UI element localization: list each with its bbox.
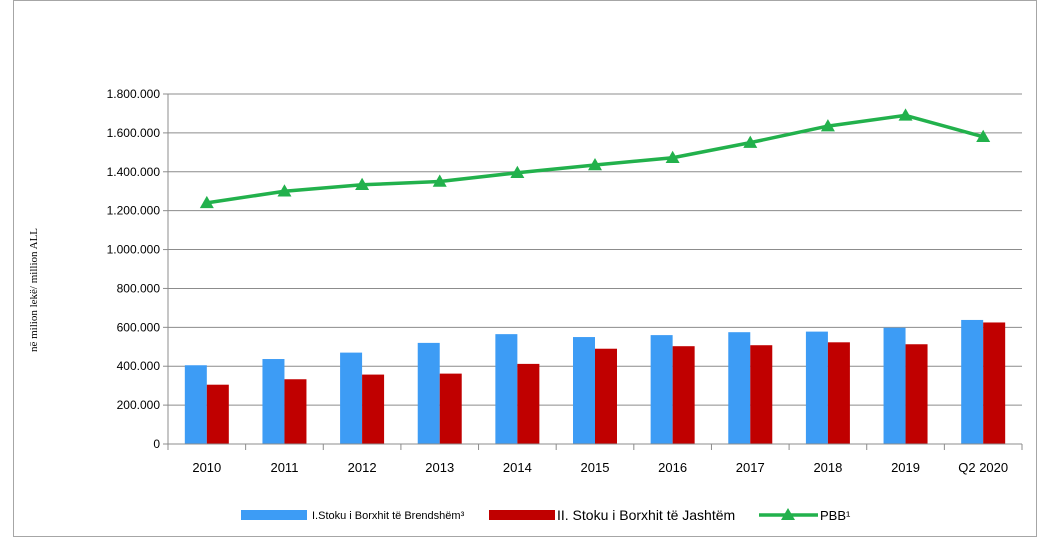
gdp-point-2015 [588, 157, 602, 171]
bar-domestic-2012 [340, 352, 363, 444]
axes [167, 94, 1023, 450]
gdp-point-2016 [665, 150, 680, 164]
bar-domestic-2011 [262, 359, 285, 444]
legend-label-domestic: I.Stoku i Borxhit të Brendshëm³ [312, 510, 465, 522]
gdp-point-2013 [432, 174, 447, 187]
x-tick-label: 2012 [348, 460, 377, 475]
x-tick-label: 2011 [270, 460, 298, 475]
y-tick-label: 0 [153, 437, 160, 451]
y-tick-label: 1.600.000 [107, 126, 161, 140]
bar-domestic-2017 [728, 332, 751, 444]
y-tick-label: 400.000 [117, 359, 161, 373]
bar-domestic-Q2-2020 [961, 319, 984, 444]
bar-external-2010 [206, 384, 229, 444]
legend-label-external: II. Stoku i Borxhit të Jashtëm [557, 507, 735, 523]
bar-external-2012 [362, 374, 385, 444]
bar-external-2014 [517, 363, 540, 444]
gdp-point-2011 [277, 184, 292, 197]
gdp-point-Q2-2020 [976, 129, 991, 143]
bar-domestic-2014 [495, 334, 518, 444]
x-tick-label: 2013 [425, 460, 454, 475]
bar-external-2018 [827, 342, 850, 444]
legend-swatch-domestic [241, 510, 307, 520]
x-tick-label: 2017 [736, 460, 765, 475]
bar-external-2016 [672, 346, 695, 444]
bar-domestic-2015 [573, 337, 595, 444]
bar-external-2015 [595, 348, 617, 444]
gdp-point-2012 [355, 177, 370, 191]
x-tick-label: Q2 2020 [958, 460, 1008, 475]
x-tick-label: 2015 [581, 460, 610, 475]
bar-domestic-2010 [184, 365, 207, 444]
x-tick-label: 2016 [658, 460, 687, 475]
y-tick-label: 200.000 [117, 398, 161, 412]
gdp-point-2018 [820, 119, 835, 132]
line-series [199, 108, 991, 209]
x-tick-label: 2019 [891, 460, 920, 475]
bar-external-2019 [905, 344, 928, 444]
legend-swatch-external [489, 510, 555, 520]
legend-label-gdp: PBB¹ [820, 508, 851, 523]
gdp-point-2017 [743, 135, 758, 148]
gdp-point-2019 [898, 108, 913, 121]
gdp-point-2014 [510, 165, 525, 178]
gdp-point-2010 [199, 195, 214, 209]
y-tick-label: 1.400.000 [107, 165, 161, 179]
y-tick-label: 1.800.000 [107, 87, 161, 101]
y-axis-label: në milion lekë/ million ALL [28, 228, 40, 352]
y-tick-label: 800.000 [117, 281, 161, 295]
bar-domestic-2019 [883, 327, 906, 444]
bar-external-2013 [439, 373, 462, 444]
bars [184, 319, 1006, 444]
x-tick-label: 2018 [813, 460, 842, 475]
bar-external-2011 [284, 379, 307, 444]
legend: I.Stoku i Borxhit të Brendshëm³ II. Stoku… [241, 507, 851, 523]
y-tick-label: 1.200.000 [107, 204, 161, 218]
y-tick-label: 600.000 [117, 320, 161, 334]
x-tick-label: 2014 [503, 460, 532, 475]
tick-labels: 0 200.000 400.000 600.000 800.000 1.000.000 1.… [107, 87, 1009, 475]
bar-domestic-2018 [805, 331, 828, 444]
bar-domestic-2016 [650, 335, 673, 444]
bar-domestic-2013 [417, 342, 440, 444]
bar-external-2017 [750, 345, 773, 444]
bar-external-Q2-2020 [983, 322, 1006, 444]
x-tick-label: 2010 [192, 460, 221, 475]
y-tick-label: 1.000.000 [107, 243, 161, 257]
legend-swatch-gdp-marker [781, 508, 795, 520]
